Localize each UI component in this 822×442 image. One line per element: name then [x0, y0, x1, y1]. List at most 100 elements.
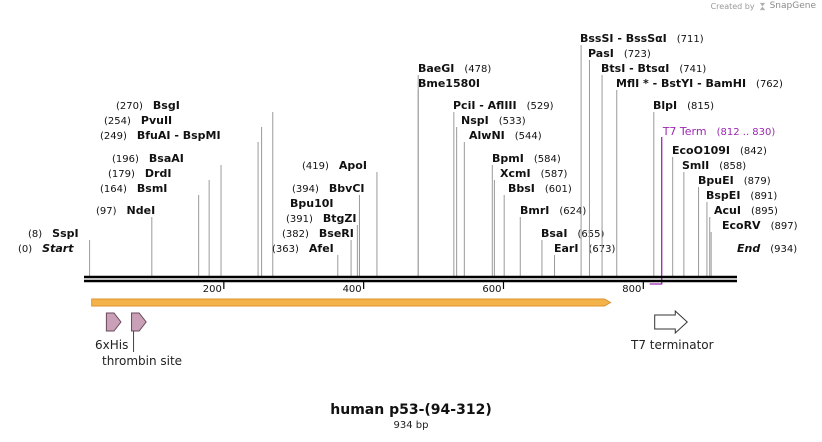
site-name: DrdI — [145, 167, 172, 180]
site-name: BfuAI - BspMI — [137, 129, 221, 142]
t7-term-range: (812 .. 830) — [717, 127, 776, 138]
feature-label-t7-terminator: T7 terminator — [630, 338, 714, 352]
site-label-afei: (363) AfeI — [272, 242, 334, 255]
site-position: (478) — [464, 64, 491, 75]
site-label-ndei: (97) NdeI — [96, 204, 155, 217]
site-name: BsaI — [541, 227, 567, 240]
site-name: BsaAI — [149, 152, 184, 165]
site-name: Bpu10I — [290, 197, 334, 210]
site-name: SmlI — [682, 159, 709, 172]
site-position: (363) — [272, 244, 299, 255]
ruler-label-200: 200 — [203, 284, 222, 295]
site-label-mfli-bstyi-bamhi: MflI * - BstYI - BamHI (762) — [616, 77, 783, 90]
orf-arrow — [91, 298, 612, 307]
site-position: (891) — [750, 191, 777, 202]
site-label-nspi: NspI (533) — [461, 114, 526, 127]
site-label-bme1580i: Bme1580I — [418, 77, 480, 90]
site-name: BtsI - BtsαI — [601, 62, 669, 75]
site-position: (741) — [679, 64, 706, 75]
site-label-apoi: (419) ApoI — [302, 159, 367, 172]
site-name: AcuI — [714, 204, 741, 217]
site-position: (382) — [282, 229, 309, 240]
site-position: (723) — [624, 49, 651, 60]
site-label-bpuei: BpuEI (879) — [698, 174, 771, 187]
site-position: (584) — [534, 154, 561, 165]
ruler-label-400: 400 — [343, 284, 362, 295]
site-name: BseRI — [319, 227, 354, 240]
site-label-end: End (934) — [737, 242, 797, 255]
site-name: EarI — [554, 242, 578, 255]
site-position: (934) — [770, 244, 797, 255]
t7-term-marker — [649, 137, 663, 285]
site-position: (711) — [677, 34, 704, 45]
site-name: BpuEI — [698, 174, 734, 187]
credit-brand: SnapGene — [769, 1, 816, 11]
site-position: (196) — [112, 154, 139, 165]
site-position: (858) — [719, 161, 746, 172]
site-label-eari: EarI (673) — [554, 242, 615, 255]
site-name: MflI * - BstYI - BamHI — [616, 77, 746, 90]
site-label-alwni: AlwNI (544) — [469, 129, 542, 142]
feature-label-6xhis: 6xHis — [95, 338, 128, 352]
site-label-bsmi: (164) BsmI — [100, 182, 167, 195]
site-name: BsmI — [137, 182, 168, 195]
site-name: NspI — [461, 114, 489, 127]
site-position: (249) — [100, 131, 127, 142]
plasmid-length: 934 bp — [393, 420, 429, 431]
site-name: SspI — [52, 227, 78, 240]
site-label-ecoo109i: EcoO109I (842) — [672, 144, 767, 157]
site-name: AfeI — [309, 242, 334, 255]
site-position: (164) — [100, 184, 127, 195]
site-position: (0) — [18, 244, 32, 255]
site-name: BmrI — [520, 204, 549, 217]
site-label-bspei: BspEI (891) — [706, 189, 777, 202]
site-name: BbsI — [508, 182, 535, 195]
feature-thrombin-site-arrow — [131, 312, 147, 332]
site-name: PasI — [588, 47, 614, 60]
site-position: (419) — [302, 161, 329, 172]
site-position: (655) — [577, 229, 604, 240]
feature-t7-terminator-arrow — [654, 309, 689, 335]
site-name: AlwNI — [469, 129, 505, 142]
site-label-bpmi: BpmI (584) — [492, 152, 561, 165]
site-position: (544) — [515, 131, 542, 142]
snapgene-credit: Created by SnapGene — [711, 1, 816, 11]
site-label-bseri: (382) BseRI — [282, 227, 354, 240]
site-position: (97) — [96, 206, 117, 217]
site-label-bbsi: BbsI (601) — [508, 182, 572, 195]
site-position: (624) — [559, 206, 586, 217]
site-position: (895) — [751, 206, 778, 217]
site-label-bsssi-bsss-i: BssSI - BssSαI (711) — [580, 32, 704, 45]
site-name: BtgZI — [323, 212, 357, 225]
site-position: (270) — [116, 101, 143, 112]
site-label-blpi: BlpI (815) — [653, 99, 714, 112]
site-position: (762) — [756, 79, 783, 90]
feature-label-thrombin-site: thrombin site — [102, 354, 182, 368]
site-label-start: (0) Start — [18, 242, 74, 255]
site-label-bmri: BmrI (624) — [520, 204, 586, 217]
site-name: XcmI — [500, 167, 531, 180]
site-position: (529) — [527, 101, 554, 112]
t7-term-label: T7 Term (812 .. 830) — [662, 125, 776, 138]
credit-text: Created by — [710, 1, 755, 11]
site-label-bsai: BsaI (655) — [541, 227, 604, 240]
site-position: (254) — [104, 116, 131, 127]
feature-6xhis-arrow — [105, 312, 122, 332]
site-label-ecorv: EcoRV (897) — [722, 219, 798, 232]
site-name: EcoO109I — [672, 144, 730, 157]
site-name: BssSI - BssSαI — [580, 32, 667, 45]
site-position: (601) — [545, 184, 572, 195]
site-name: EcoRV — [722, 219, 761, 232]
site-position: (815) — [687, 101, 714, 112]
site-name: BsgI — [153, 99, 180, 112]
site-label-drdi: (179) DrdI — [108, 167, 171, 180]
site-position: (897) — [771, 221, 798, 232]
site-name: End — [737, 242, 760, 255]
site-position: (533) — [499, 116, 526, 127]
ruler-label-600: 600 — [482, 284, 501, 295]
site-name: BpmI — [492, 152, 524, 165]
site-position: (587) — [541, 169, 568, 180]
site-label-bsaai: (196) BsaAI — [112, 152, 184, 165]
site-label-bpu10i: Bpu10I — [290, 197, 334, 210]
site-label-pasi: PasI (723) — [588, 47, 651, 60]
